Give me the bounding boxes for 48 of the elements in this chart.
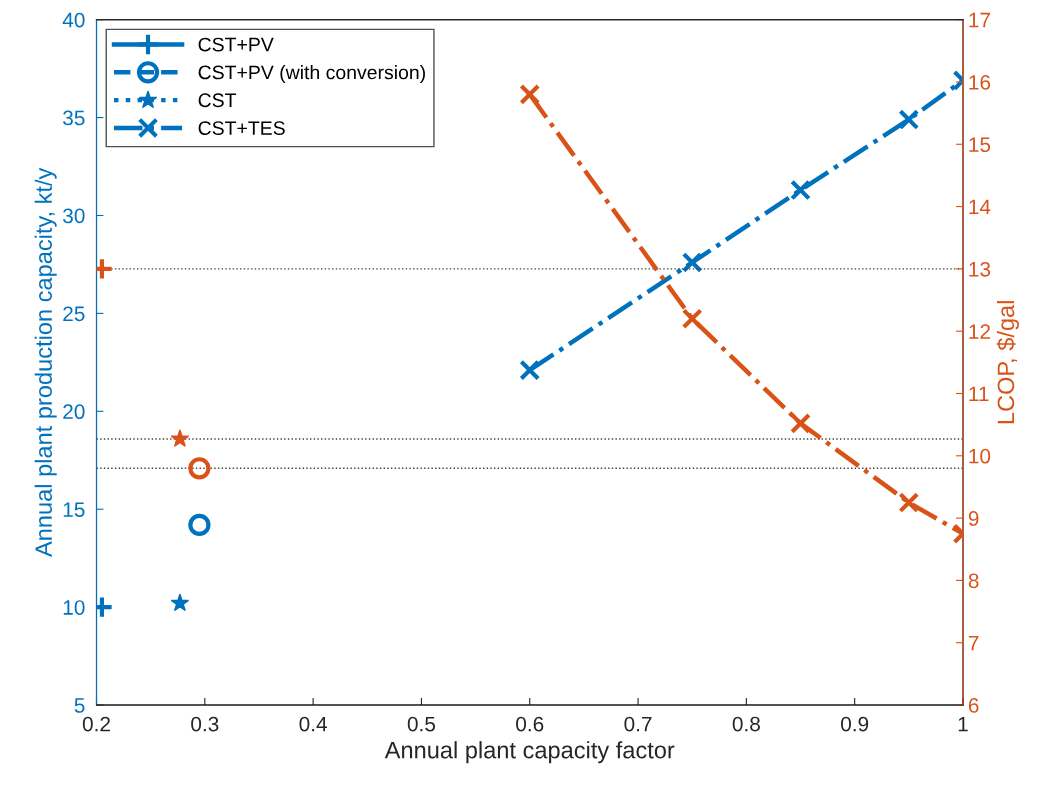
x-tick-label: 0.2 bbox=[82, 716, 110, 732]
y-tick-label: 35 bbox=[63, 110, 85, 126]
point bbox=[519, 359, 541, 381]
y-tick-label: 30 bbox=[63, 208, 85, 224]
x-tick-label: 0.8 bbox=[732, 716, 760, 732]
point bbox=[898, 109, 920, 130]
legend-label: CST+PV bbox=[198, 37, 274, 52]
y2-tick-label: 6 bbox=[968, 698, 979, 713]
y-tick-label: 20 bbox=[63, 404, 85, 420]
x-tick-label: 0.6 bbox=[516, 716, 544, 732]
y2-tick-label: 12 bbox=[969, 324, 990, 339]
y-axis-title: Annual plant production capacity, kt/y bbox=[34, 167, 57, 557]
point bbox=[188, 457, 211, 480]
y2-tick-label: 8 bbox=[968, 573, 979, 589]
y2-tick-label: 7 bbox=[968, 635, 979, 651]
y2-tick-label: 10 bbox=[969, 448, 991, 464]
y-tick-label: 5 bbox=[74, 698, 85, 713]
x-tick-label: 1 bbox=[958, 716, 968, 732]
x-tick-label: 0.4 bbox=[299, 716, 327, 732]
y2-tick-label: 15 bbox=[969, 137, 991, 153]
x-tick-label: 0.9 bbox=[841, 716, 869, 732]
point bbox=[188, 513, 211, 536]
y-tick-label: 10 bbox=[63, 600, 85, 615]
point bbox=[681, 308, 703, 330]
point bbox=[790, 179, 811, 201]
y2-tick-label: 9 bbox=[968, 511, 979, 526]
y2-tick-label: 14 bbox=[969, 199, 991, 215]
y-tick-label: 40 bbox=[62, 12, 85, 28]
point bbox=[681, 252, 703, 273]
y2-tick-label: 11 bbox=[969, 386, 989, 402]
point bbox=[170, 429, 190, 447]
y2-tick-label: 16 bbox=[969, 74, 991, 90]
point bbox=[519, 84, 541, 105]
point bbox=[170, 593, 190, 612]
x-tick-label: 0.7 bbox=[624, 716, 652, 732]
legend-label: CST+TES bbox=[198, 121, 285, 135]
y2-tick-label: 17 bbox=[969, 12, 990, 28]
point bbox=[790, 412, 811, 434]
legend-label: CST+PV (with conversion) bbox=[198, 65, 425, 84]
x-tick-label: 0.5 bbox=[407, 716, 436, 732]
y2-tick-label: 13 bbox=[969, 261, 991, 277]
y2-axis-title: LCOP, $/gal bbox=[996, 301, 1019, 424]
y-tick-label: 15 bbox=[63, 502, 85, 517]
legend-label: CST bbox=[198, 93, 237, 108]
y-tick-label: 25 bbox=[63, 306, 85, 322]
x-tick-label: 0.3 bbox=[191, 716, 219, 732]
point bbox=[898, 492, 920, 513]
x-axis-title: Annual plant capacity factor bbox=[384, 741, 675, 764]
